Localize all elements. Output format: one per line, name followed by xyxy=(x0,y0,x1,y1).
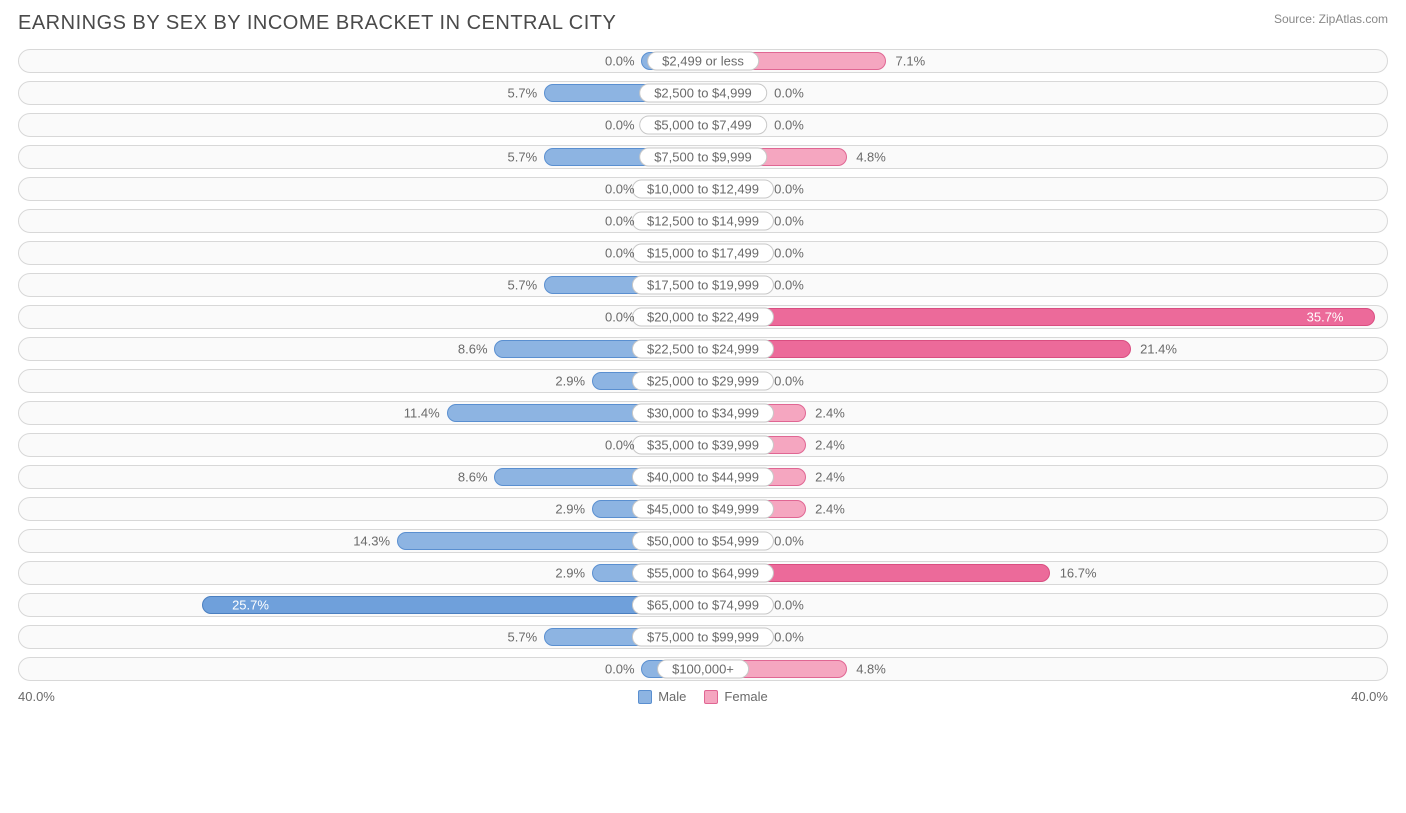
male-value-label: 0.0% xyxy=(605,118,635,133)
male-value-label: 0.0% xyxy=(605,438,635,453)
bracket-label: $65,000 to $74,999 xyxy=(632,596,774,615)
chart-row: 0.0% 0.0%$12,500 to $14,999 xyxy=(18,209,1388,233)
female-bar xyxy=(703,308,1375,326)
male-value-label: 5.7% xyxy=(508,630,538,645)
chart-row: 0.0% 0.0%$10,000 to $12,499 xyxy=(18,177,1388,201)
male-value-label: 2.9% xyxy=(555,566,585,581)
chart-footer: 40.0% Male Female 40.0% xyxy=(18,689,1388,704)
female-value-label: 2.4% xyxy=(815,406,845,421)
male-value-label: 8.6% xyxy=(458,470,488,485)
bracket-label: $45,000 to $49,999 xyxy=(632,500,774,519)
female-swatch-icon xyxy=(704,690,718,704)
female-value-label: 0.0% xyxy=(774,374,804,389)
male-value-label: 0.0% xyxy=(605,662,635,677)
bracket-label: $5,000 to $7,499 xyxy=(639,116,767,135)
female-value-label: 0.0% xyxy=(774,598,804,613)
female-value-label: 21.4% xyxy=(1140,342,1177,357)
legend-item-female: Female xyxy=(704,689,767,704)
bracket-label: $40,000 to $44,999 xyxy=(632,468,774,487)
chart-row: 2.9% 0.0%$25,000 to $29,999 xyxy=(18,369,1388,393)
chart-title: EARNINGS BY SEX BY INCOME BRACKET IN CEN… xyxy=(18,12,616,35)
bracket-label: $75,000 to $99,999 xyxy=(632,628,774,647)
female-value-label: 0.0% xyxy=(774,214,804,229)
bracket-label: $100,000+ xyxy=(657,660,749,679)
chart-row: 5.7% 4.8% $7,500 to $9,999 xyxy=(18,145,1388,169)
male-value-label: 8.6% xyxy=(458,342,488,357)
female-value-label: 16.7% xyxy=(1060,566,1097,581)
female-value-label: 0.0% xyxy=(774,278,804,293)
bracket-label: $15,000 to $17,499 xyxy=(632,244,774,263)
chart-row: 2.9% 16.7% $55,000 to $64,999 xyxy=(18,561,1388,585)
female-value-label: 2.4% xyxy=(815,470,845,485)
female-value-label: 2.4% xyxy=(815,438,845,453)
male-value-label: 0.0% xyxy=(605,246,635,261)
male-value-label: 0.0% xyxy=(605,310,635,325)
bracket-label: $2,500 to $4,999 xyxy=(639,84,767,103)
female-value-label: 0.0% xyxy=(774,246,804,261)
chart-row: 25.7% 0.0%$65,000 to $74,999 xyxy=(18,593,1388,617)
bracket-label: $17,500 to $19,999 xyxy=(632,276,774,295)
chart-row: 5.7% 0.0%$17,500 to $19,999 xyxy=(18,273,1388,297)
chart-row: 11.4% 2.4% $30,000 to $34,999 xyxy=(18,401,1388,425)
male-value-label: 11.4% xyxy=(404,406,440,421)
bracket-label: $25,000 to $29,999 xyxy=(632,372,774,391)
male-value-label: 2.9% xyxy=(555,374,585,389)
bracket-label: $22,500 to $24,999 xyxy=(632,340,774,359)
male-value-label: 0.0% xyxy=(605,54,635,69)
bracket-label: $55,000 to $64,999 xyxy=(632,564,774,583)
axis-max-right: 40.0% xyxy=(1351,689,1388,704)
chart-row: 0.0% 0.0% $5,000 to $7,499 xyxy=(18,113,1388,137)
female-value-label: 4.8% xyxy=(856,150,886,165)
chart-row: 0.0% 0.0%$15,000 to $17,499 xyxy=(18,241,1388,265)
chart-row: 0.0% 35.7% $20,000 to $22,499 xyxy=(18,305,1388,329)
female-value-label: 4.8% xyxy=(856,662,886,677)
female-value-label: 2.4% xyxy=(815,502,845,517)
legend-female-label: Female xyxy=(724,689,767,704)
chart-row: 8.6% 21.4% $22,500 to $24,999 xyxy=(18,337,1388,361)
female-value-label: 35.7% xyxy=(1307,310,1344,325)
chart-body: 0.0% 7.1% $2,499 or less 5.7% 0.0% $2,500 to … xyxy=(18,49,1388,681)
bracket-label: $50,000 to $54,999 xyxy=(632,532,774,551)
chart-row: 0.0% 4.8% $100,000+ xyxy=(18,657,1388,681)
female-value-label: 0.0% xyxy=(774,86,804,101)
chart-row: 5.7% 0.0% $2,500 to $4,999 xyxy=(18,81,1388,105)
female-value-label: 0.0% xyxy=(774,534,804,549)
male-value-label: 14.3% xyxy=(353,534,390,549)
female-value-label: 0.0% xyxy=(774,630,804,645)
bracket-label: $12,500 to $14,999 xyxy=(632,212,774,231)
chart-row: 0.0% 2.4% $35,000 to $39,999 xyxy=(18,433,1388,457)
male-value-label: 0.0% xyxy=(605,182,635,197)
bracket-label: $20,000 to $22,499 xyxy=(632,308,774,327)
source-attribution: Source: ZipAtlas.com xyxy=(1274,12,1388,26)
female-value-label: 0.0% xyxy=(774,182,804,197)
legend-male-label: Male xyxy=(658,689,686,704)
male-swatch-icon xyxy=(638,690,652,704)
bracket-label: $2,499 or less xyxy=(647,52,759,71)
male-value-label: 2.9% xyxy=(555,502,585,517)
chart-row: 14.3% 0.0%$50,000 to $54,999 xyxy=(18,529,1388,553)
chart-row: 2.9% 2.4% $45,000 to $49,999 xyxy=(18,497,1388,521)
male-bar xyxy=(202,596,703,614)
male-value-label: 5.7% xyxy=(508,86,538,101)
bracket-label: $35,000 to $39,999 xyxy=(632,436,774,455)
bracket-label: $30,000 to $34,999 xyxy=(632,404,774,423)
male-value-label: 25.7% xyxy=(232,598,269,613)
chart-row: 5.7% 0.0%$75,000 to $99,999 xyxy=(18,625,1388,649)
male-value-label: 5.7% xyxy=(508,150,538,165)
chart-row: 8.6% 2.4% $40,000 to $44,999 xyxy=(18,465,1388,489)
bracket-label: $7,500 to $9,999 xyxy=(639,148,767,167)
male-value-label: 5.7% xyxy=(508,278,538,293)
legend: Male Female xyxy=(638,689,768,704)
chart-row: 0.0% 7.1% $2,499 or less xyxy=(18,49,1388,73)
male-value-label: 0.0% xyxy=(605,214,635,229)
bracket-label: $10,000 to $12,499 xyxy=(632,180,774,199)
axis-max-left: 40.0% xyxy=(18,689,55,704)
female-value-label: 7.1% xyxy=(896,54,926,69)
female-value-label: 0.0% xyxy=(774,118,804,133)
legend-item-male: Male xyxy=(638,689,686,704)
